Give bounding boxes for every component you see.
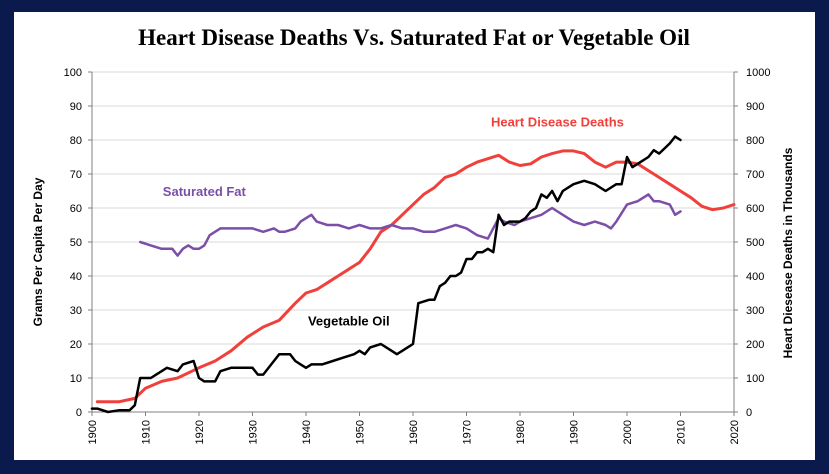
x-tick-label: 1950 [355,420,367,444]
y-tick-left: 60 [70,203,82,215]
y-tick-right: 100 [746,373,764,385]
series-line-saturated-fat [138,193,682,257]
x-tick-label: 2010 [676,420,688,444]
series-label-saturated-fat: Saturated Fat [163,184,247,199]
y-tick-right: 200 [746,339,764,351]
y-tick-right: 700 [746,169,764,181]
x-tick-label: 1930 [248,420,260,444]
y-tick-right: 400 [746,271,764,283]
y-tick-left: 10 [70,373,82,385]
y-tick-right: 800 [746,135,764,147]
y-axis-right-label: Heart Diesease Deaths in Thousands [781,147,795,358]
y-tick-left: 90 [70,101,82,113]
y-tick-right: 900 [746,101,764,113]
series-label-heart-disease-deaths: Heart Disease Deaths [491,114,624,129]
axes [88,71,738,416]
y-tick-left: 50 [70,237,82,249]
chart-title: Heart Disease Deaths Vs. Saturated Fat o… [138,25,690,50]
x-tick-label: 1990 [569,420,581,444]
x-tick-label: 1900 [87,420,99,444]
tick-labels: 0 0 10 100 20 200 30 300 40 400 50 500 60 600 70 700 80 8… [64,67,771,444]
chart-svg: Heart Disease Deaths Vs. Saturated Fat o… [31,25,795,444]
chart-panel: Heart Disease Deaths Vs. Saturated Fat o… [14,12,815,460]
y-tick-left: 100 [64,67,82,79]
x-tick-label: 2000 [622,420,634,444]
y-tick-left: 20 [70,339,82,351]
y-tick-left: 30 [70,305,82,317]
y-axis-left-label: Grams Per Capita Per Day [31,177,45,326]
series-line-vegetable-oil [90,135,682,414]
x-tick-label: 2020 [729,420,741,444]
x-tick-label: 1970 [462,420,474,444]
series [90,135,736,414]
y-tick-right: 600 [746,203,764,215]
y-tick-left: 0 [76,407,82,419]
x-tick-label: 1910 [141,420,153,444]
y-tick-right: 500 [746,237,764,249]
y-tick-left: 80 [70,135,82,147]
series-line-heart-disease-deaths [95,149,736,404]
y-tick-left: 70 [70,169,82,181]
series-label-vegetable-oil: Vegetable Oil [308,313,390,328]
x-tick-label: 1940 [301,420,313,444]
y-tick-right: 1000 [746,67,770,79]
y-tick-right: 300 [746,305,764,317]
grid [92,71,734,413]
series-annotations: Heart Disease Deaths Saturated Fat Vegetab… [163,114,624,328]
x-tick-label: 1920 [194,420,206,444]
x-tick-label: 1960 [408,420,420,444]
x-tick-label: 1980 [515,420,527,444]
y-tick-right: 0 [746,407,752,419]
y-tick-left: 40 [70,271,82,283]
